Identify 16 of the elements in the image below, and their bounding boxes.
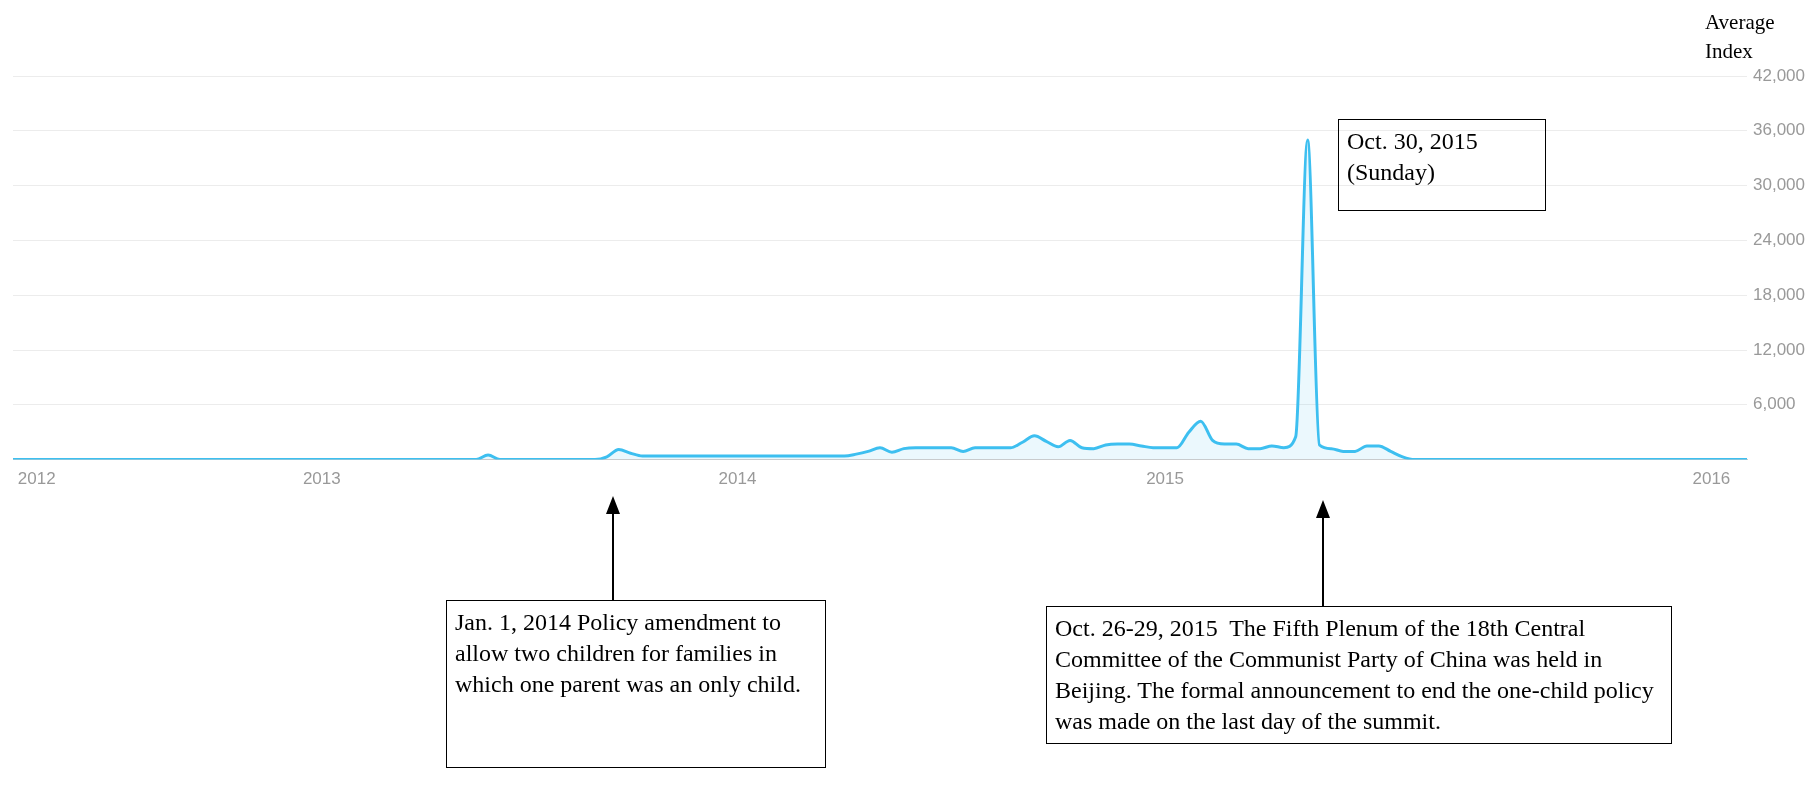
x-tick-label: 2013 — [302, 469, 341, 489]
y-tick-label: 24,000 — [1753, 230, 1805, 250]
y-tick-label: 42,000 — [1753, 65, 1805, 85]
x-tick-label: 2012 — [17, 469, 56, 489]
x-tick-label: 2015 — [1146, 469, 1184, 489]
y-tick-label: 30,000 — [1753, 175, 1805, 195]
y-axis-title: Average Index — [1705, 9, 1776, 65]
x-tick-label: 2014 — [718, 469, 757, 489]
y-tick-label: 12,000 — [1753, 339, 1805, 359]
y-tick-label: 6,000 — [1753, 394, 1796, 414]
callout-box: Oct. 30, 2015 (Sunday) — [1338, 119, 1546, 211]
callout-box: Oct. 26-29, 2015 The Fifth Plenum of the 18th Central Committee of the Communist Party of China was held in Beijing. The formal announcement to end the one-child policy was made on the last day of the summit. — [1046, 606, 1672, 744]
callout-box: Jan. 1, 2014 Policy amendment to allow two children for families in which one parent was an only child. — [446, 600, 826, 768]
x-tick-label: 2016 — [1692, 469, 1731, 489]
y-tick-label: 18,000 — [1753, 284, 1805, 304]
y-tick-label: 36,000 — [1753, 120, 1805, 140]
